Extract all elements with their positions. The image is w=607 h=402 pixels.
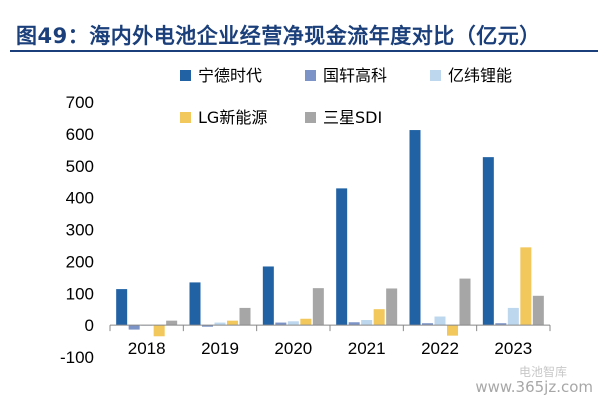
y-tick-label: 600 bbox=[66, 125, 94, 144]
legend-swatch bbox=[305, 112, 316, 123]
bar bbox=[507, 307, 519, 326]
y-tick-label: 700 bbox=[66, 93, 94, 112]
bar bbox=[227, 320, 238, 326]
bar bbox=[275, 322, 287, 326]
watermark-url: www.365jz.com bbox=[475, 378, 593, 396]
bar bbox=[262, 266, 274, 326]
bar bbox=[312, 288, 324, 326]
bar bbox=[300, 318, 312, 326]
legend: 宁德时代 国轩高科 亿纬锂能 LG新能源 三星SDI bbox=[180, 66, 512, 127]
bar bbox=[336, 188, 348, 326]
bar bbox=[409, 130, 421, 326]
legend-label: LG新能源 bbox=[198, 108, 267, 127]
bar bbox=[459, 278, 471, 326]
bar bbox=[447, 325, 458, 336]
bar bbox=[386, 288, 398, 326]
bars bbox=[116, 130, 544, 337]
bar bbox=[373, 309, 385, 326]
bar bbox=[482, 157, 494, 326]
legend-label: 国轩高科 bbox=[323, 66, 387, 85]
bar bbox=[214, 322, 226, 326]
x-tick-label: 2020 bbox=[274, 339, 312, 358]
bar bbox=[422, 323, 433, 326]
y-tick-label: 0 bbox=[85, 316, 94, 335]
bar bbox=[520, 247, 532, 326]
legend-label: 三星SDI bbox=[323, 108, 382, 127]
bar bbox=[239, 307, 251, 326]
y-tick-label: 400 bbox=[66, 189, 94, 208]
y-tick-label: 300 bbox=[66, 221, 94, 240]
y-tick-label: 100 bbox=[66, 284, 94, 303]
bar bbox=[153, 325, 165, 337]
x-tick-label: 2022 bbox=[421, 339, 459, 358]
chart-title: 图49：海内外电池企业经营净现金流年度对比（亿元） bbox=[16, 24, 541, 48]
y-tick-label: 200 bbox=[66, 252, 94, 271]
bar bbox=[495, 323, 507, 326]
bar bbox=[202, 325, 213, 327]
bar bbox=[189, 282, 201, 326]
x-tick-label: 2021 bbox=[348, 339, 386, 358]
bar bbox=[287, 321, 299, 326]
x-tick-label: 2023 bbox=[494, 339, 532, 358]
bar bbox=[166, 320, 178, 326]
x-tick-label: 2019 bbox=[201, 339, 239, 358]
title-bar: 图49：海内外电池企业经营净现金流年度对比（亿元） bbox=[10, 12, 598, 52]
legend-label: 宁德时代 bbox=[198, 66, 262, 85]
y-axis: -100 0 100 200 300 400 500 600 700 bbox=[60, 93, 94, 367]
title-divider bbox=[10, 50, 598, 52]
bar bbox=[434, 316, 446, 326]
y-tick-label: -100 bbox=[60, 348, 94, 367]
bar bbox=[361, 320, 373, 326]
legend-swatch bbox=[180, 112, 191, 123]
bar bbox=[116, 289, 128, 326]
x-tick-label: 2018 bbox=[128, 339, 166, 358]
watermark-source: 电池智库 bbox=[518, 365, 567, 379]
legend-swatch bbox=[180, 70, 191, 81]
legend-swatch bbox=[430, 70, 441, 81]
legend-swatch bbox=[305, 70, 316, 81]
bar bbox=[532, 295, 544, 326]
y-tick-label: 500 bbox=[66, 157, 94, 176]
x-axis: 2018 2019 2020 2021 2022 2023 bbox=[109, 324, 551, 358]
bar bbox=[348, 322, 360, 326]
bar bbox=[128, 325, 140, 330]
legend-label: 亿纬锂能 bbox=[448, 66, 512, 85]
